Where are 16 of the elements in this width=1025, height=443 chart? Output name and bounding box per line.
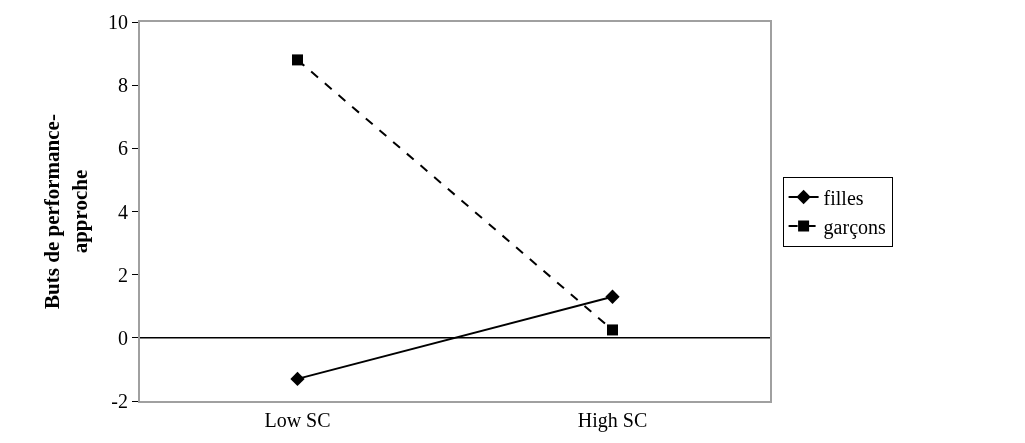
legend-label: filles	[823, 186, 864, 209]
y-tick-label: 4	[118, 200, 128, 223]
y-tick-label: 6	[118, 137, 128, 160]
y-tick-label: 2	[118, 263, 128, 286]
point	[290, 371, 305, 387]
point	[292, 54, 303, 66]
y-tick-label: -2	[111, 390, 128, 412]
point	[605, 289, 620, 304]
y-tick-label: 10	[108, 11, 128, 33]
y-tick-label: 8	[118, 74, 128, 97]
point	[607, 324, 618, 336]
legend-label: garçons	[823, 215, 887, 239]
y-axis-title: Buts de performance- approche	[40, 114, 92, 309]
y-tick-label: 0	[118, 326, 128, 349]
x-tick-label: Low SC	[264, 409, 331, 431]
x-tick-label: High SC	[577, 409, 648, 432]
